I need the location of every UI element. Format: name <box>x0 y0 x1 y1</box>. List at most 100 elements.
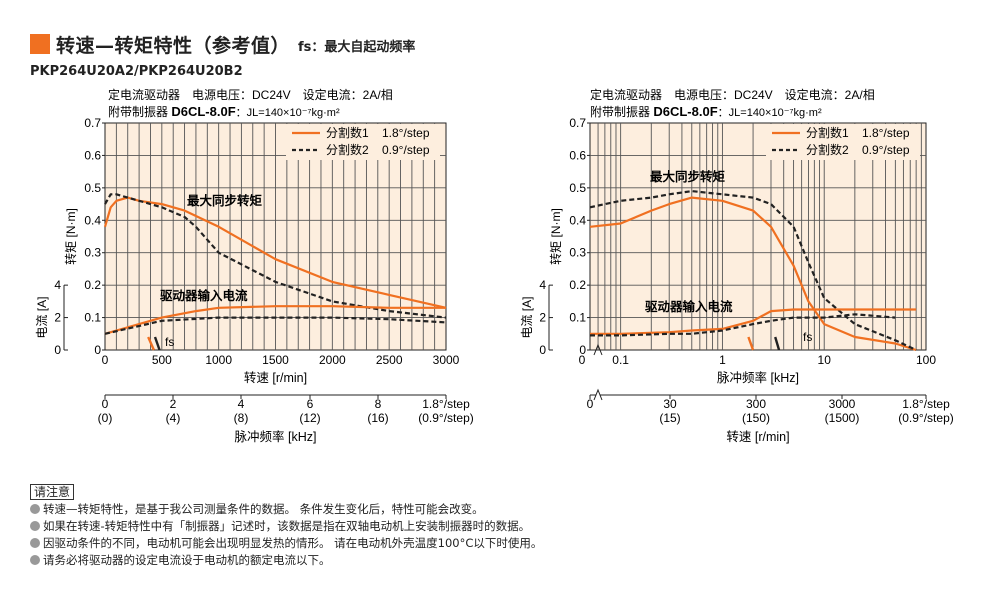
legend-value: 1.8°/step <box>862 126 910 140</box>
legend-value: 1.8°/step <box>382 126 430 140</box>
x-tick-label: 0 <box>579 353 586 367</box>
legend-value: 0.9°/step <box>862 143 910 157</box>
bullet-icon <box>30 521 40 531</box>
condition-line-2: 附带制振器 D6CL-8.0F：JL=140×10⁻⁷kg·m² <box>108 104 340 119</box>
series-line <box>104 316 447 335</box>
secondary-tick-label: 1.8°/step <box>902 397 950 411</box>
secondary-tick-sublabel: (0.9°/step) <box>898 411 954 425</box>
y-tick-label: 0.5 <box>569 181 586 195</box>
secondary-tick-label: 1.8°/step <box>422 397 470 411</box>
fs-marker <box>147 336 155 351</box>
y-axis-label-current: 电流 [A] <box>520 297 534 339</box>
x-tick-label: 0 <box>102 353 109 367</box>
secondary-tick-label: 300 <box>746 397 766 411</box>
y-axis-label-current: 电流 [A] <box>35 297 49 339</box>
condition-line-1: 定电流驱动器 电源电压：DC24V 设定电流：2A/相 <box>108 87 393 102</box>
secondary-tick-label: 0 <box>102 397 109 411</box>
current-tick-label: 2 <box>54 311 61 325</box>
x-tick-label: 1000 <box>205 353 232 367</box>
x-tick-label: 10 <box>818 353 832 367</box>
series-line <box>590 308 917 335</box>
y-tick-label: 0.1 <box>84 311 101 325</box>
legend-label: 分割数1 <box>326 125 369 140</box>
orange-square-icon <box>30 34 50 54</box>
note-item: 因驱动条件的不同，电动机可能会出现明显发热的情形。 请在电动机外壳温度100°C… <box>30 535 542 552</box>
legend-label: 分割数1 <box>806 125 849 140</box>
y-tick-label: 0.3 <box>569 246 586 260</box>
axis-break-icon <box>593 388 603 401</box>
x-tick-label: 100 <box>916 353 936 367</box>
y-tick-label: 0.3 <box>84 246 101 260</box>
secondary-tick-label: 6 <box>307 397 314 411</box>
legend-label: 分割数2 <box>806 142 849 157</box>
current-tick-label: 4 <box>54 278 61 292</box>
annotation-fs: fs <box>803 330 812 344</box>
current-tick-label: 0 <box>54 343 61 357</box>
annotation-driver-input-current: 驱动器输入电流 <box>160 288 248 303</box>
y-tick-label: 0.7 <box>569 116 586 130</box>
axis-break-icon <box>593 343 603 356</box>
series-line <box>590 313 896 337</box>
secondary-axis-label: 脉冲频率 [kHz] <box>235 429 317 444</box>
y-tick-label: 0 <box>579 343 586 357</box>
series-group <box>103 193 447 351</box>
y-tick-label: 0.5 <box>84 181 101 195</box>
legend-value: 0.9°/step <box>382 143 430 157</box>
y-axis-label-torque: 转矩 [N·m] <box>548 208 563 265</box>
notes-section: 请注意 转速—转矩特性，是基于我公司测量条件的数据。 条件发生变化后，特性可能会… <box>30 484 542 569</box>
notes-title: 请注意 <box>30 484 75 500</box>
y-tick-label: 0.4 <box>84 213 101 227</box>
note-item: 请务必将驱动器的设定电流设于电动机的额定电流以下。 <box>30 552 542 569</box>
secondary-tick-sublabel: (12) <box>299 411 320 425</box>
secondary-tick-sublabel: (8) <box>234 411 249 425</box>
x-tick-label: 500 <box>152 353 172 367</box>
x-tick-label: 3000 <box>433 353 460 367</box>
fs-marker <box>774 336 781 351</box>
series-line <box>104 193 447 319</box>
series-group <box>589 190 917 352</box>
annotation-max-sync-torque: 最大同步转矩 <box>650 169 726 184</box>
fs-marker <box>747 336 755 351</box>
secondary-axis-label: 转速 [r/min] <box>726 429 789 444</box>
page-title: 转速—转矩特性（参考值） <box>56 34 291 57</box>
secondary-tick-sublabel: (0) <box>98 411 113 425</box>
legend-background <box>286 124 440 160</box>
series-line <box>589 190 917 351</box>
chart-log: 定电流驱动器 电源电压：DC24V 设定电流：2A/相 附带制振器 D6CL-8… <box>520 87 954 444</box>
series-line <box>104 305 446 335</box>
y-tick-label: 0.6 <box>569 148 586 162</box>
legend-background <box>766 124 920 160</box>
bullet-icon <box>30 504 40 514</box>
y-tick-label: 0.2 <box>84 278 101 292</box>
note-item: 如果在转速-转矩特性中有「制振器」记述时，该数据是指在双轴电动机上安装制振器时的… <box>30 518 542 535</box>
fs-note: fs：最大自起动频率 <box>298 40 416 55</box>
x-tick-label: 1 <box>719 353 726 367</box>
x-tick-label: 1500 <box>262 353 289 367</box>
condition-line-2: 附带制振器 D6CL-8.0F：JL=140×10⁻⁷kg·m² <box>590 104 822 119</box>
y-axis-label-torque: 转矩 [N·m] <box>63 208 78 265</box>
model-number: PKP264U20A2/PKP264U20B2 <box>30 64 243 79</box>
legend-label: 分割数2 <box>326 142 369 157</box>
secondary-tick-label: 8 <box>375 397 382 411</box>
secondary-tick-sublabel: (15) <box>659 411 680 425</box>
chart-linear: 定电流驱动器 电源电压：DC24V 设定电流：2A/相 附带制振器 D6CL-8… <box>35 87 474 444</box>
current-tick-label: 0 <box>539 343 546 357</box>
series-line <box>589 196 917 352</box>
y-tick-label: 0 <box>94 343 101 357</box>
bullet-icon <box>30 538 40 548</box>
y-tick-label: 0.2 <box>569 278 586 292</box>
note-item: 转速—转矩特性，是基于我公司测量条件的数据。 条件发生变化后，特性可能会改变。 <box>30 501 542 518</box>
secondary-tick-sublabel: (4) <box>166 411 181 425</box>
fs-marker <box>153 336 161 351</box>
x-axis-label: 脉冲频率 [kHz] <box>717 370 799 385</box>
secondary-tick-sublabel: (16) <box>367 411 388 425</box>
annotation-max-sync-torque: 最大同步转矩 <box>187 193 263 208</box>
section-header: 转速—转矩特性（参考值） fs：最大自起动频率 <box>30 30 415 58</box>
secondary-tick-label: 3000 <box>829 397 856 411</box>
secondary-tick-sublabel: (1500) <box>825 411 860 425</box>
annotation-driver-input-current: 驱动器输入电流 <box>645 299 733 314</box>
secondary-tick-sublabel: (150) <box>742 411 770 425</box>
bullet-icon <box>30 555 40 565</box>
condition-line-1: 定电流驱动器 电源电压：DC24V 设定电流：2A/相 <box>590 87 875 102</box>
